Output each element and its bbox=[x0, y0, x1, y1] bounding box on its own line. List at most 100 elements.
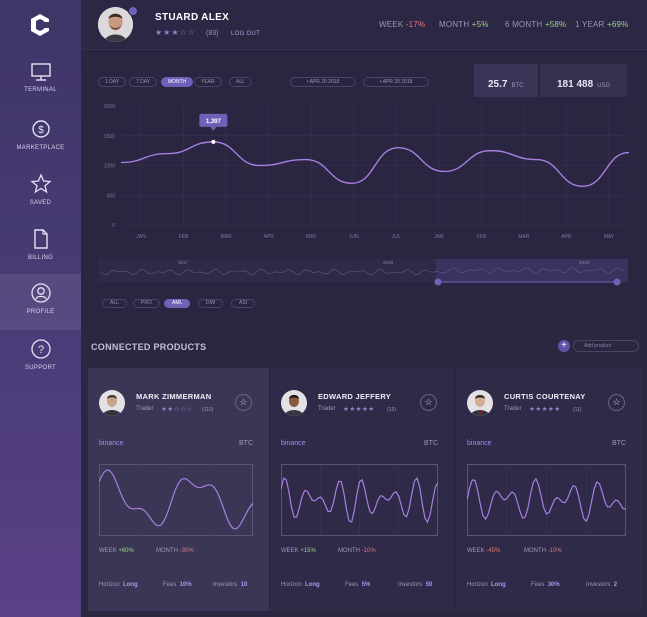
y-tick-label: 1000 bbox=[104, 164, 115, 170]
fees-info: Fees 30% bbox=[531, 582, 560, 588]
mini-chart-line bbox=[281, 476, 438, 524]
app-logo-icon[interactable] bbox=[27, 12, 53, 38]
week-performance: WEEK +60% bbox=[99, 548, 134, 554]
overview-line bbox=[100, 267, 626, 276]
trading-pair: BTC bbox=[424, 440, 438, 447]
usd-value-box: 181 488 USD bbox=[540, 64, 627, 97]
value-tooltip bbox=[199, 113, 228, 127]
timeframe-dmi-button[interactable]: DMI bbox=[198, 299, 224, 308]
overview-year-label: 2019 bbox=[579, 260, 590, 265]
y-tick-label: 500 bbox=[107, 193, 116, 199]
x-tick-label: MAY bbox=[604, 234, 615, 240]
sidebar-item-saved[interactable]: SAVED bbox=[0, 173, 81, 227]
month-performance: MONTH -10% bbox=[338, 548, 376, 554]
date-from-picker[interactable]: • APR 20 2018 bbox=[290, 77, 356, 87]
trading-pair: BTC bbox=[239, 440, 253, 447]
trader-rating-stars: ★★☆☆☆ bbox=[161, 406, 193, 413]
range-month-button[interactable]: MONTH bbox=[161, 77, 194, 87]
horizon-info: Horizon Long bbox=[99, 582, 138, 588]
x-tick-label: APR bbox=[263, 234, 274, 240]
sidebar-item-terminal[interactable]: TERMINAL bbox=[0, 62, 81, 116]
range-all-button[interactable]: ALL bbox=[229, 77, 252, 87]
sidebar-item-marketplace[interactable]: $ MARKETPLACE bbox=[0, 118, 81, 172]
product-performance-chart bbox=[467, 464, 626, 536]
date-to-picker[interactable]: • APR 20 2018 bbox=[363, 77, 429, 87]
price-line-chart[interactable]: 2000 1500 1000 500 0 JAN FEB MAR APR MAY JUN JUL JAN… bbox=[81, 50, 647, 322]
highlight-point[interactable] bbox=[211, 139, 216, 144]
perf-month: MONTH +5% bbox=[439, 20, 489, 29]
exchange-name: binance bbox=[467, 440, 492, 447]
horizon-info: Horizon Long bbox=[281, 582, 320, 588]
svg-text:?: ? bbox=[37, 344, 43, 356]
overview-year-label: 2018 bbox=[383, 260, 394, 265]
sidebar-item-label: SAVED bbox=[29, 200, 52, 206]
star-icon: ☆ bbox=[612, 397, 621, 407]
range-slider-handle-left[interactable] bbox=[434, 278, 442, 286]
star-icon: ☆ bbox=[239, 397, 248, 407]
timeframe-all-button[interactable]: ALL bbox=[102, 299, 127, 308]
tooltip-arrow bbox=[210, 126, 217, 131]
add-product-button[interactable]: + bbox=[558, 340, 570, 352]
favorite-star-button[interactable]: ☆ bbox=[235, 394, 252, 411]
trader-avatar bbox=[99, 390, 125, 416]
x-tick-label: MAR bbox=[518, 234, 530, 240]
fees-info: Fees 5% bbox=[345, 582, 371, 588]
header: STUARD ALEX ★★★☆☆ (83) LOG OUT WEEK -17%… bbox=[81, 0, 647, 50]
mini-chart-line bbox=[467, 477, 626, 523]
person-photo-icon bbox=[99, 390, 125, 416]
product-card[interactable]: EDWARD JEFFERY Trader ★★★★★ (15) ☆ binan… bbox=[270, 368, 454, 611]
trader-role: Trader bbox=[504, 406, 522, 412]
exchange-name: binance bbox=[281, 440, 306, 447]
range-slider-handle-right[interactable] bbox=[613, 278, 621, 286]
trader-role: Trader bbox=[136, 406, 154, 412]
mini-chart-line bbox=[99, 469, 253, 530]
product-performance-chart bbox=[99, 464, 253, 536]
user-avatar[interactable] bbox=[98, 7, 133, 42]
sidebar-item-label: SUPPORT bbox=[25, 365, 56, 371]
week-performance: WEEK +15% bbox=[281, 548, 316, 554]
exchange-name: binance bbox=[99, 440, 124, 447]
perf-6-month: 6 MONTH +58% bbox=[505, 20, 567, 29]
range-7day-button[interactable]: 7 DAY bbox=[129, 77, 158, 87]
sidebar-item-label: PROFILE bbox=[26, 309, 55, 315]
range-year-button[interactable]: YEAR bbox=[194, 77, 222, 87]
x-tick-label: MAY bbox=[306, 234, 317, 240]
investors-info: Investors 10 bbox=[213, 582, 248, 588]
x-tick-label: FEB bbox=[476, 234, 486, 240]
x-tick-label: JAN bbox=[136, 234, 146, 240]
person-photo-icon bbox=[467, 390, 493, 416]
trader-rating-count: (15) bbox=[387, 407, 396, 413]
overview-year-label: 2017 bbox=[178, 260, 189, 265]
range-1day-button[interactable]: 1 DAY bbox=[98, 77, 127, 87]
logout-link[interactable]: LOG OUT bbox=[231, 31, 261, 37]
sidebar-item-support[interactable]: ? SUPPORT bbox=[0, 338, 81, 392]
timeframe-pro-button[interactable]: PRO bbox=[133, 299, 160, 308]
x-tick-label: JUL bbox=[392, 234, 401, 240]
x-tick-label: JUN bbox=[349, 234, 359, 240]
timeframe-asi-button[interactable]: ASI bbox=[231, 299, 256, 308]
trader-name: EDWARD JEFFERY bbox=[318, 392, 392, 401]
y-tick-label: 2000 bbox=[104, 104, 115, 110]
price-series-line bbox=[120, 141, 630, 188]
perf-week: WEEK -17% bbox=[379, 20, 426, 29]
x-tick-label: MAR bbox=[221, 234, 233, 240]
favorite-star-button[interactable]: ☆ bbox=[420, 394, 437, 411]
sidebar-item-profile[interactable]: PROFILE bbox=[0, 274, 81, 330]
chart-panel: 1 DAY 7 DAY MONTH YEAR ALL • APR 20 2018… bbox=[81, 50, 647, 322]
product-card[interactable]: CURTIS COURTENAY Trader ★★★★★ (11) ☆ bin… bbox=[456, 368, 642, 611]
perf-1-year: 1 YEAR +69% bbox=[575, 20, 629, 29]
add-product-input[interactable]: Add product bbox=[573, 340, 639, 352]
overview-selection[interactable] bbox=[436, 259, 628, 282]
sidebar-item-billing[interactable]: BILLING bbox=[0, 228, 81, 282]
timeframe-aml-button[interactable]: AML bbox=[164, 299, 191, 308]
week-performance: WEEK -45% bbox=[467, 548, 501, 554]
month-performance: MONTH -30% bbox=[156, 548, 194, 554]
favorite-star-button[interactable]: ☆ bbox=[608, 394, 625, 411]
btc-value-box: 25.7 BTC bbox=[474, 64, 538, 97]
product-card[interactable]: MARK ZIMMERMAN Trader ★★☆☆☆ (110) ☆ bina… bbox=[88, 368, 269, 611]
sidebar-item-label: BILLING bbox=[27, 255, 54, 261]
verified-badge-icon bbox=[128, 6, 138, 16]
month-performance: MONTH -10% bbox=[524, 548, 562, 554]
trader-name: CURTIS COURTENAY bbox=[504, 392, 586, 401]
trading-pair: BTC bbox=[612, 440, 626, 447]
